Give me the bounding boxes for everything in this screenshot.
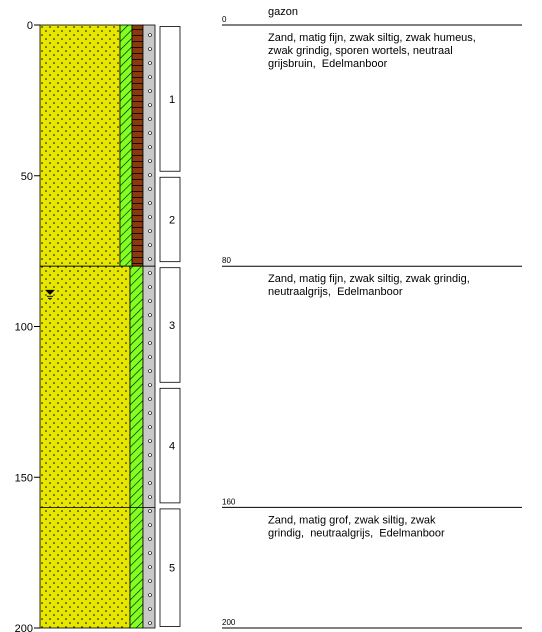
depth-label: 160 — [222, 497, 236, 506]
borehole-log: gazon 0 Zand, matig fijn, zwak siltig, zw… — [0, 0, 542, 632]
layer-description: grindig, neutraalgrijs, Edelmanboor — [268, 527, 445, 539]
surface-label: gazon — [268, 6, 298, 18]
layer-hatch — [130, 266, 143, 507]
layer-sand — [40, 507, 130, 628]
depth-tick-label: 100 — [15, 322, 33, 334]
depth-label: 80 — [222, 256, 231, 265]
depth-tick-label: 0 — [27, 20, 33, 32]
sample-label: 1 — [169, 94, 175, 106]
sample-label: 5 — [169, 563, 175, 575]
layer-gravel — [143, 266, 155, 507]
sample-label: 2 — [169, 214, 175, 226]
layer-description: Zand, matig grof, zwak siltig, zwak — [268, 514, 436, 526]
layer-gravel — [143, 507, 155, 628]
depth-tick-label: 150 — [15, 472, 33, 484]
layer-description: zwak grindig, sporen wortels, neutraal — [268, 45, 453, 57]
layer-description: neutraalgrijs, Edelmanboor — [268, 286, 403, 298]
layer-hatch — [130, 507, 143, 628]
depth-label: 200 — [222, 618, 236, 627]
layer-sand — [40, 266, 130, 507]
sample-label: 4 — [169, 441, 175, 453]
layer-description: grijsbruin, Edelmanboor — [268, 58, 388, 70]
layer-gravel — [143, 25, 155, 266]
layer-hatch — [120, 25, 132, 266]
layer-description: Zand, matig fijn, zwak siltig, zwak grin… — [268, 273, 470, 285]
depth-label: 0 — [222, 15, 227, 24]
layer-description: Zand, matig fijn, zwak siltig, zwak hume… — [268, 32, 476, 44]
depth-tick-label: 50 — [21, 171, 33, 183]
depth-tick-label: 200 — [15, 623, 33, 632]
layer-sand — [40, 25, 120, 266]
sample-label: 3 — [169, 320, 175, 332]
layer-brick — [132, 25, 143, 266]
